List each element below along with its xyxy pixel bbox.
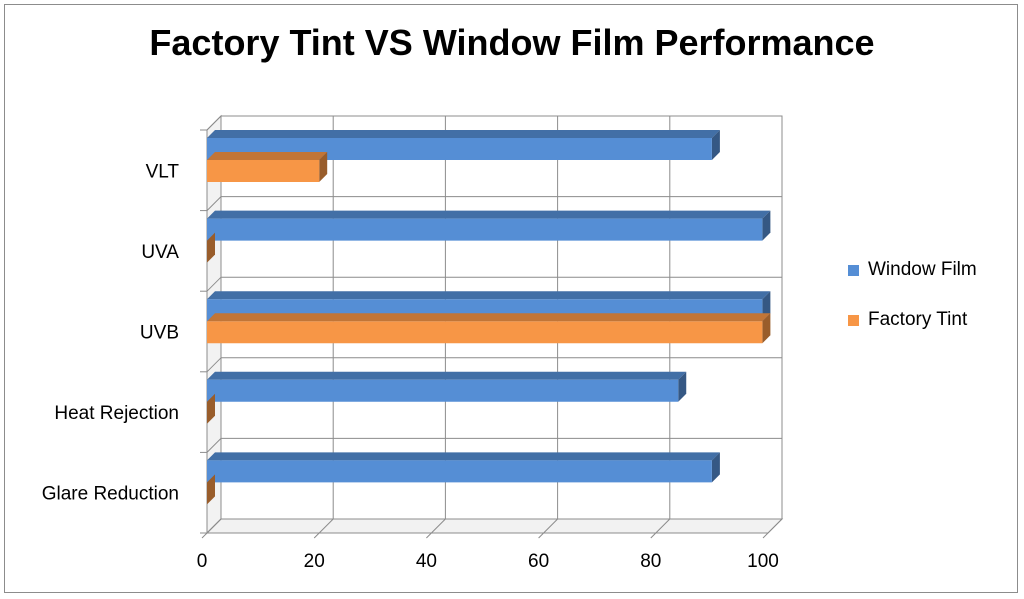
bar-factory-tint (207, 474, 215, 505)
x-tick-label: 60 (528, 551, 549, 572)
x-tick-mark (201, 532, 208, 539)
bar-window-film-face (207, 218, 763, 241)
floor-depth-line (655, 518, 671, 534)
bar-window-film-face (207, 371, 687, 380)
bar-window-film-face (711, 452, 720, 483)
bar-window-film (207, 371, 687, 402)
y-category-label: UVB (140, 323, 179, 344)
floor-depth-line (543, 518, 558, 534)
side-depth-line (206, 115, 222, 131)
bar-window-film-face (207, 138, 712, 160)
legend-swatch-window-film (848, 264, 859, 276)
chart-legend: Window Film Factory Tint (848, 257, 977, 357)
bar-factory-tint-face (207, 232, 215, 263)
x-tick-label: 20 (304, 551, 325, 572)
side-depth-line (206, 276, 222, 292)
side-depth-line (206, 196, 222, 211)
bar-factory-tint-face (319, 152, 328, 182)
x-tick-mark (762, 532, 769, 539)
bar-factory-tint-face (207, 393, 215, 424)
x-tick-label: 100 (747, 551, 779, 572)
bar-window-film (207, 130, 720, 160)
y-category-label: Glare Reduction (42, 484, 179, 505)
chart-title: Factory Tint VS Window Film Performance (149, 22, 875, 63)
y-category-label: Heat Rejection (54, 403, 179, 424)
bar-window-film-face (207, 379, 679, 402)
legend-item-factory-tint: Factory Tint (848, 307, 977, 333)
side-depth-line (206, 518, 222, 534)
bar-window-film-face (207, 452, 720, 461)
floor-depth-line (318, 518, 334, 534)
x-tick-mark (650, 532, 657, 539)
floor-depth-line (431, 518, 446, 534)
bar-factory-tint (207, 393, 215, 424)
side-depth-line (206, 357, 222, 373)
bar-factory-tint (207, 232, 215, 263)
x-tick-label: 40 (416, 551, 437, 572)
plot-floor (205, 518, 784, 534)
bar-window-film-face (762, 210, 771, 241)
bar-window-film-face (711, 130, 720, 160)
x-tick-label: 80 (640, 551, 661, 572)
bar-factory-tint-face (207, 152, 328, 160)
floor-depth-line (767, 518, 783, 534)
bar-factory-tint-face (207, 474, 215, 505)
bar-window-film (207, 210, 771, 241)
y-category-label: VLT (146, 161, 180, 182)
x-tick-mark (426, 532, 432, 539)
bar-factory-tint-face (207, 321, 763, 344)
bar-window-film-face (207, 460, 712, 483)
legend-label-factory-tint: Factory Tint (868, 309, 968, 330)
bar-window-film-face (207, 130, 720, 138)
side-depth-line (206, 438, 222, 453)
legend-label-window-film: Window Film (868, 259, 977, 280)
legend-swatch-factory-tint (848, 314, 859, 326)
bar-window-film-face (678, 371, 687, 402)
bar-window-film (207, 452, 720, 483)
bar-window-film-face (207, 291, 771, 300)
bar-factory-tint (207, 152, 328, 182)
bar-factory-tint (207, 313, 771, 344)
bar-factory-tint-face (207, 160, 320, 182)
x-tick-label: 0 (197, 551, 208, 572)
y-category-label: UVA (141, 242, 179, 263)
x-tick-mark (538, 532, 544, 539)
x-tick-mark (313, 532, 320, 539)
legend-item-window-film: Window Film (848, 257, 977, 283)
bar-factory-tint-face (762, 313, 771, 344)
bar-factory-tint-face (207, 313, 771, 322)
bar-window-film-face (207, 210, 771, 219)
